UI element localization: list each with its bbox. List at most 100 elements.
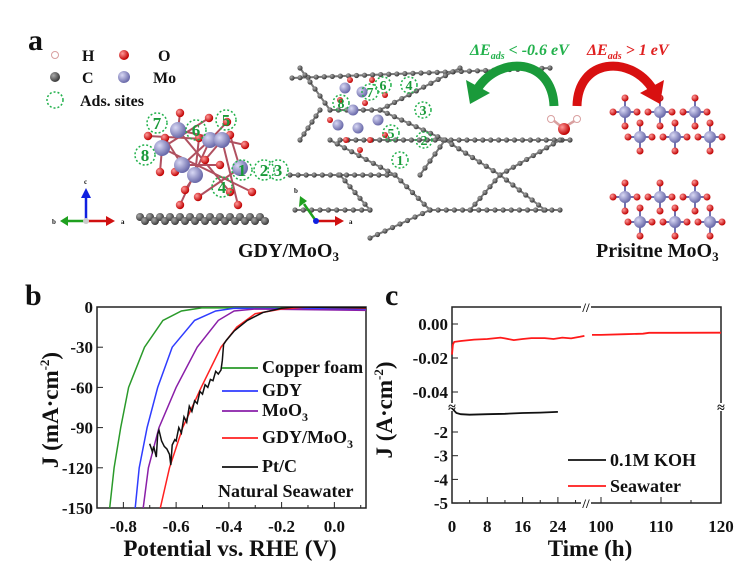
legend-entry: Copper foam xyxy=(262,357,363,377)
series-line-gdy xyxy=(134,307,366,508)
site-number: 1 xyxy=(397,154,404,169)
carbon-atom xyxy=(384,110,390,116)
x-tick-label: -0.8 xyxy=(110,517,137,536)
carbon-atom xyxy=(369,107,375,113)
axis-c-label: c xyxy=(84,178,87,186)
x-tick-label: 8 xyxy=(483,517,492,536)
break-gap xyxy=(448,403,456,411)
x-axis-label: Time (h) xyxy=(548,536,633,561)
oxygen-atom xyxy=(215,160,225,170)
carbon-atom xyxy=(457,65,463,71)
atom-legend: H O C Mo Ads. sites xyxy=(46,48,176,110)
oxygen-atom xyxy=(327,117,333,123)
oxygen-atom xyxy=(706,147,714,155)
site-number: 2 xyxy=(260,161,269,180)
oxygen-atom xyxy=(194,133,204,143)
site-number: 7 xyxy=(367,86,374,101)
ads-site-marker-icon xyxy=(231,159,253,181)
legend-main: GDY/MoO xyxy=(262,427,347,447)
oxygen-atom xyxy=(706,119,714,127)
x-axis-break-icon: // xyxy=(581,300,590,315)
carbon-atom xyxy=(442,137,448,143)
carbon-atom xyxy=(417,172,423,178)
top-view-structure xyxy=(287,65,573,241)
carbon-atom xyxy=(550,141,556,147)
carbon-atom xyxy=(492,207,498,213)
carbon-atom xyxy=(435,76,441,83)
carbon-atom xyxy=(370,72,376,78)
ads-site-marker-icon xyxy=(134,144,156,166)
carbon-atom xyxy=(394,71,400,77)
oxygen-atom xyxy=(644,108,652,116)
oxygen-atom xyxy=(694,218,702,226)
molybdenum-atom xyxy=(347,104,359,116)
carbon-atom xyxy=(476,159,482,165)
carbon-atom xyxy=(456,146,462,152)
ylabel-sup: -2 xyxy=(371,369,386,380)
carbon-atom xyxy=(504,168,510,174)
carbon-atom xyxy=(516,207,522,213)
carbon-atom xyxy=(529,197,535,203)
break-gap xyxy=(581,304,591,310)
carbon-atom xyxy=(392,137,399,143)
carbon-atom xyxy=(421,84,427,90)
ylabel-main: J (mA·cm xyxy=(38,370,63,468)
carbon-atom xyxy=(500,207,506,213)
axis-a-label: a xyxy=(121,218,125,226)
carbon-atom xyxy=(416,137,422,143)
legend-entry: GDY/MoO3 xyxy=(262,427,353,451)
y-tick-label: -150 xyxy=(62,499,93,518)
oxygen-atom xyxy=(648,133,656,141)
molybdenum-atom-icon xyxy=(118,71,130,83)
carbon-atom xyxy=(466,68,472,74)
ylabel-close: ) xyxy=(372,361,397,369)
carbon-atom xyxy=(361,137,367,143)
carbon-atom xyxy=(516,187,522,193)
carbon-atom xyxy=(537,149,543,155)
molybdenum-atom xyxy=(704,131,716,143)
carbon-atom xyxy=(300,207,306,213)
carbon-atom xyxy=(524,156,530,163)
oxygen-atom xyxy=(659,218,667,226)
molybdenum-atom xyxy=(174,157,190,173)
carbon-atom xyxy=(295,172,301,178)
y-tick-label: -3 xyxy=(434,447,448,466)
series-line-0-1m-koh xyxy=(451,407,558,416)
pristine-moo3-structure xyxy=(609,94,726,240)
oxygen-atom xyxy=(155,167,165,177)
oxygen-atom xyxy=(648,218,656,226)
oxygen-atom xyxy=(204,113,214,123)
ads-site-marker-icon xyxy=(215,109,237,131)
molybdenum-atom xyxy=(669,216,681,228)
carbon-atom xyxy=(418,70,424,76)
red-arrow-energy-label: ΔEads > 1 eV xyxy=(586,42,670,62)
carbon-atom xyxy=(421,201,427,207)
oxygen-atom xyxy=(222,117,232,127)
carbon-atom xyxy=(398,178,404,184)
y-tick-label: -30 xyxy=(70,338,93,357)
carbon-atom xyxy=(459,207,466,213)
legend-entry: Seawater xyxy=(610,476,681,496)
carbon-atom xyxy=(397,221,403,227)
carbon-atom xyxy=(483,163,489,169)
ads-site-marker-icon xyxy=(391,151,409,169)
oxygen-atom xyxy=(703,193,711,201)
oxygen-atom xyxy=(621,179,629,187)
carbon-atom xyxy=(377,107,383,113)
molybdenum-atom xyxy=(170,122,186,138)
y-tick-label: -60 xyxy=(70,378,93,397)
carbon-atom xyxy=(420,127,426,133)
carbon-atom xyxy=(490,168,496,174)
carbon-atom xyxy=(427,158,433,164)
carbon-atom xyxy=(334,141,340,147)
ads-site-marker-icon xyxy=(361,83,379,101)
carbon-atom xyxy=(474,68,481,74)
oxygen-atom xyxy=(621,122,629,130)
carbon-atom xyxy=(567,137,573,143)
x-tick-label: 110 xyxy=(649,517,674,536)
carbon-atom xyxy=(317,207,323,213)
carbon-atom xyxy=(533,207,539,213)
ads-site-marker-icon xyxy=(185,119,207,141)
oxygen-atom xyxy=(656,122,664,130)
